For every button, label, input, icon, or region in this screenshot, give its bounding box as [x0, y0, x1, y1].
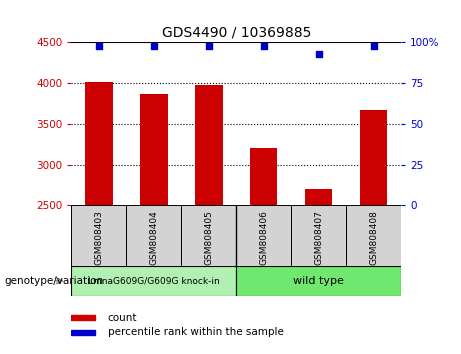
Bar: [126, 205, 181, 266]
Bar: [346, 205, 401, 266]
Text: GSM808404: GSM808404: [149, 210, 159, 265]
Text: GSM808408: GSM808408: [369, 210, 378, 265]
Text: GSM808406: GSM808406: [259, 210, 268, 265]
Bar: [71, 330, 95, 335]
Text: wild type: wild type: [293, 275, 344, 286]
Text: GSM808405: GSM808405: [204, 210, 213, 265]
Bar: [71, 266, 236, 296]
Bar: [250, 148, 278, 205]
Bar: [140, 94, 168, 205]
Point: [315, 51, 322, 57]
Text: GSM808403: GSM808403: [95, 210, 103, 265]
Bar: [71, 205, 126, 266]
Point: [205, 43, 213, 48]
Point: [150, 43, 158, 48]
Bar: [360, 110, 387, 205]
Text: LmnaG609G/G609G knock-in: LmnaG609G/G609G knock-in: [88, 276, 220, 285]
Bar: [236, 205, 291, 266]
Bar: [85, 81, 112, 205]
Text: count: count: [108, 313, 137, 322]
Title: GDS4490 / 10369885: GDS4490 / 10369885: [161, 26, 311, 40]
Text: GSM808407: GSM808407: [314, 210, 323, 265]
Bar: [181, 205, 236, 266]
Point: [370, 43, 377, 48]
Text: genotype/variation: genotype/variation: [5, 276, 104, 286]
Bar: [305, 189, 332, 205]
Bar: [236, 266, 401, 296]
Bar: [291, 205, 346, 266]
Bar: [195, 85, 223, 205]
Text: percentile rank within the sample: percentile rank within the sample: [108, 327, 284, 337]
Bar: [71, 315, 95, 320]
Point: [95, 43, 103, 48]
Point: [260, 43, 267, 48]
